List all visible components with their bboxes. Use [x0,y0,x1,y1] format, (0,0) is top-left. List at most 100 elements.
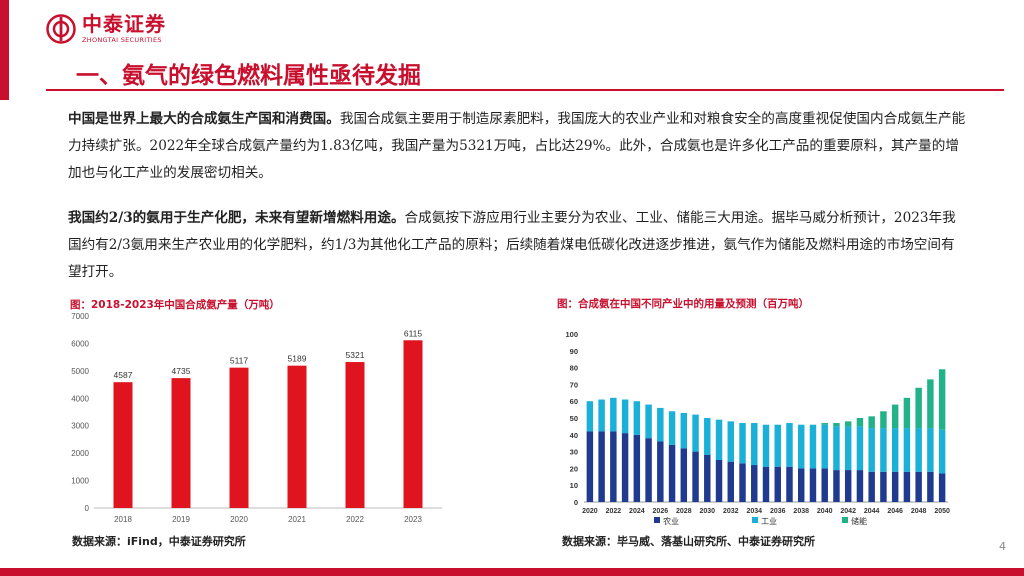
y-tick-label: 10 [570,481,578,490]
bar-2040-储能 [821,423,828,425]
x-tick-label-2046: 2046 [887,508,903,515]
bar-2045-农业 [880,471,887,502]
bar-2023-工业 [621,399,629,434]
y-tick-label: 40 [570,431,578,440]
bar-2038-工业 [797,424,805,469]
x-tick-label-2036: 2036 [770,508,786,515]
bar-2045-储能 [880,411,887,429]
title-underline [46,89,1004,91]
data-label-2021: 5189 [288,354,307,364]
paragraph-2-lead: 我国约2/3的氨用于生产化肥，未来有望新增燃料用途。 [68,210,405,226]
bar-2021-工业 [598,399,605,432]
bar-2047-农业 [903,471,911,502]
bar-2027-农业 [668,444,676,502]
x-tick-label-2023: 2023 [404,515,422,524]
legend-label-农业: 农业 [663,516,679,526]
bar-2042-工业 [844,426,852,471]
bar-2045-工业 [880,428,887,472]
x-tick-label-2034: 2034 [746,508,762,515]
x-tick-label-2038: 2038 [793,508,809,515]
right-chart-source: 数据来源：毕马威、落基山研究所、中泰证券研究所 [562,535,815,548]
data-label-2020: 5117 [230,356,249,366]
paragraph-1: 中国是世界上最大的合成氨生产国和消费国。我国合成氨主要用于制造尿素肥料，我国庞大… [68,106,968,187]
bar-2026-工业 [657,407,664,442]
bar-2028-农业 [680,448,688,502]
paragraph-2-body: 合成氨按下游应用行业主要分为农业、工业、储能三大用途。据毕马威分析预计，2023… [68,210,956,280]
y-tick-label: 1000 [71,477,89,486]
bar-2048-农业 [915,471,922,502]
bar-2049-储能 [927,379,934,429]
bar-2041-农业 [833,470,840,502]
right-chart-caption: 图：合成氨在中国不同产业中的用量及预测（百万吨） [557,298,809,310]
bar-2046-农业 [891,471,899,502]
y-tick-label: 0 [574,498,578,507]
bar-2022-农业 [610,431,617,502]
legend-swatch-工业 [752,517,758,523]
bar-2047-储能 [903,397,911,429]
x-tick-label-2022: 2022 [346,515,364,524]
y-tick-label: 60 [570,397,578,406]
bar-2043-农业 [856,470,864,502]
bar-2042-储能 [844,421,852,427]
bar-2034-农业 [751,465,758,502]
bar-2043-工业 [856,426,864,471]
bar-2050-储能 [938,369,946,430]
x-tick-label-2021: 2021 [288,515,306,524]
bar-2050-农业 [938,473,946,502]
x-tick-label-2042: 2042 [840,508,856,515]
bar-2038-农业 [797,468,805,502]
y-tick-label: 7000 [71,312,89,321]
x-tick-label-2050: 2050 [934,508,950,515]
y-tick-label: 90 [570,347,578,356]
y-tick-label: 3000 [71,422,89,431]
bar-2026-农业 [657,441,664,502]
paragraph-1-lead: 中国是世界上最大的合成氨生产国和消费国。 [68,111,340,127]
paragraph-2: 我国约2/3的氨用于生产化肥，未来有望新增燃料用途。合成氨按下游应用行业主要分为… [68,205,968,286]
production-bar-chart: 0 1000 2000 3000 4000 5000 6000 7000 4587 2018 473… [71,312,442,524]
paragraph-1-body: 我国合成氨主要用于制造尿素肥料，我国庞大的农业产业和对粮食安全的高度重视促使国内… [68,111,966,181]
bar-2022-工业 [610,397,617,432]
x-tick-label-2024: 2024 [629,508,645,515]
y-tick-label: 0 [85,504,90,513]
bar-2044-农业 [868,471,875,502]
company-logo: 中泰证券 ZHONGTAI SECURITIES [46,14,166,44]
bar-2049-农业 [927,471,934,502]
data-label-2023: 6115 [404,328,423,338]
bar-2036-农业 [774,466,781,502]
y-tick-label: 100 [565,330,578,339]
x-tick-label-2020: 2020 [230,515,248,524]
bar-2023 [403,340,423,508]
bar-2031-工业 [715,419,723,460]
bar-2039-农业 [809,468,817,502]
bar-2040-工业 [821,424,828,469]
bar-2046-工业 [891,428,899,472]
x-tick-label-2018: 2018 [114,515,132,524]
bar-2033-农业 [739,463,746,502]
page-number: 4 [999,540,1006,553]
left-chart-source: 数据来源：iFind，中泰证券研究所 [72,535,246,548]
bar-2025-工业 [645,404,652,439]
data-label-2019: 4735 [172,366,191,376]
bar-2049-工业 [927,428,934,472]
logo-english-name: ZHONGTAI SECURITIES [82,36,162,45]
bar-2023-农业 [621,433,629,502]
bar-2050-工业 [938,429,946,474]
bar-2040-农业 [821,468,828,502]
bar-2037-工业 [786,423,793,467]
left-accent-bar [0,0,9,100]
bar-2020 [229,367,249,508]
bar-2035-农业 [762,466,770,502]
x-tick-label-2019: 2019 [172,515,190,524]
y-tick-label: 50 [570,414,578,423]
legend-swatch-农业 [654,517,660,523]
y-tick-label: 6000 [71,339,89,348]
bottom-accent-bar [0,568,1024,576]
bar-2029-农业 [692,451,699,502]
bar-2030-工业 [704,418,711,455]
bar-2030-农业 [704,454,711,502]
left-chart-caption: 图：2018-2023年中国合成氨产量（万吨） [70,299,280,311]
y-tick-label: 70 [570,380,578,389]
bar-2043-储能 [856,418,864,427]
bar-2041-储能 [833,423,840,427]
